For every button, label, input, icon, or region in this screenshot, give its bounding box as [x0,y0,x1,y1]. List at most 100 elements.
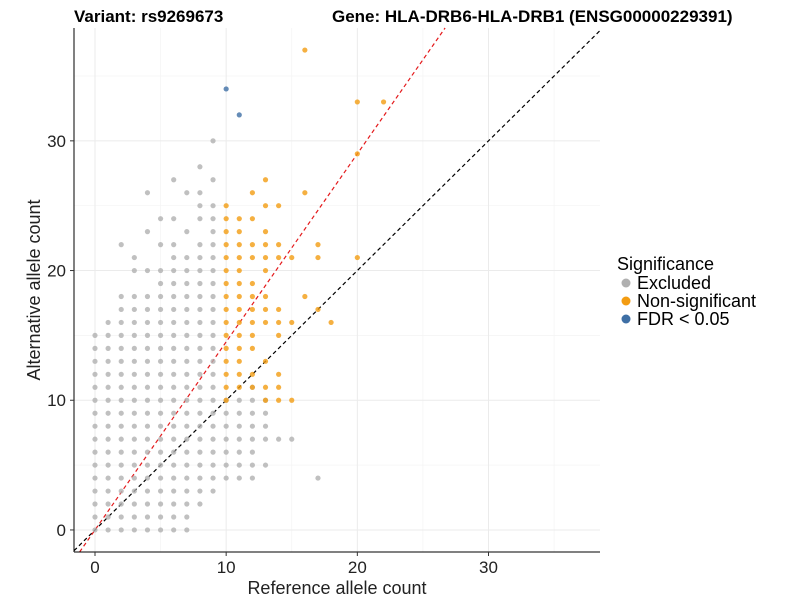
point-excluded [157,358,164,364]
point-excluded [131,358,137,364]
point-excluded [118,306,124,313]
point-excluded [197,267,203,274]
point-non-significant [236,358,242,364]
point-excluded [184,514,190,520]
point-non-significant [276,332,282,338]
point-non-significant [262,293,269,300]
point-excluded [157,462,164,468]
point-non-significant [262,358,269,364]
point-non-significant [328,319,334,326]
point-excluded [131,293,137,300]
point-excluded [157,514,164,520]
reference-line-fit [79,27,446,553]
point-excluded [197,423,203,429]
point-excluded [131,254,137,261]
point-excluded [144,319,151,326]
point-excluded [118,449,124,455]
legend-label: FDR < 0.05 [637,309,730,329]
point-excluded [184,280,190,287]
point-excluded [131,397,137,403]
point-excluded [92,449,98,455]
point-excluded [210,254,216,261]
x-tick-label: 20 [348,558,367,577]
data-points [92,47,387,533]
point-non-significant [276,203,282,209]
reference-line-identity [73,30,601,552]
point-excluded [105,475,111,481]
point-excluded [236,436,242,442]
point-excluded [171,177,177,183]
point-excluded [197,371,203,377]
point-non-significant [236,384,242,390]
point-non-significant [249,190,255,196]
legend-swatch [621,296,631,306]
point-non-significant [236,242,242,248]
point-excluded [315,475,321,481]
point-excluded [210,229,216,235]
point-excluded [210,293,216,300]
point-excluded [118,423,124,429]
point-excluded [118,527,124,533]
point-excluded [210,397,216,403]
point-excluded [144,267,151,274]
point-non-significant [276,242,282,248]
point-excluded [144,501,151,507]
point-excluded [236,475,242,481]
point-excluded [171,280,177,287]
point-excluded [157,306,164,313]
point-excluded [131,514,137,520]
point-excluded [157,423,164,429]
point-excluded [144,462,151,468]
point-excluded [157,488,164,494]
point-non-significant [223,358,229,364]
point-fdr-0-05 [223,86,229,92]
point-excluded [210,436,216,442]
point-excluded [184,190,190,196]
legend-swatch [621,278,631,288]
point-excluded [144,384,151,390]
point-non-significant [223,319,229,326]
point-excluded [197,488,203,494]
point-excluded [197,358,203,364]
point-excluded [157,319,164,326]
point-excluded [197,345,203,351]
point-excluded [184,358,190,364]
point-excluded [249,410,255,416]
point-non-significant [236,229,242,235]
point-excluded [289,436,295,442]
point-excluded [197,410,203,416]
point-excluded [184,254,190,261]
point-excluded [184,384,190,390]
point-non-significant [262,242,269,248]
legend-title: Significance [617,254,714,274]
point-excluded [262,410,269,416]
point-excluded [144,488,151,494]
point-non-significant [315,306,321,313]
point-excluded [105,501,111,507]
point-excluded [92,462,98,468]
point-excluded [92,397,98,403]
point-excluded [249,475,255,481]
point-excluded [144,449,151,455]
point-excluded [144,423,151,429]
point-excluded [144,527,151,533]
x-tick-label: 10 [217,558,236,577]
point-non-significant [223,242,229,248]
y-tick-label: 30 [47,132,66,151]
point-excluded [144,306,151,313]
point-excluded [171,397,177,403]
point-excluded [92,358,98,364]
point-excluded [184,462,190,468]
point-excluded [184,527,190,533]
point-excluded [171,488,177,494]
x-axis-ticks: 0 10 20 30 [90,552,498,577]
point-excluded [105,345,111,351]
point-excluded [131,306,137,313]
point-excluded [118,384,124,390]
point-excluded [144,332,151,338]
point-excluded [210,138,216,144]
point-non-significant [223,216,229,222]
point-excluded [144,410,151,416]
point-excluded [197,203,203,209]
point-non-significant [249,371,255,377]
